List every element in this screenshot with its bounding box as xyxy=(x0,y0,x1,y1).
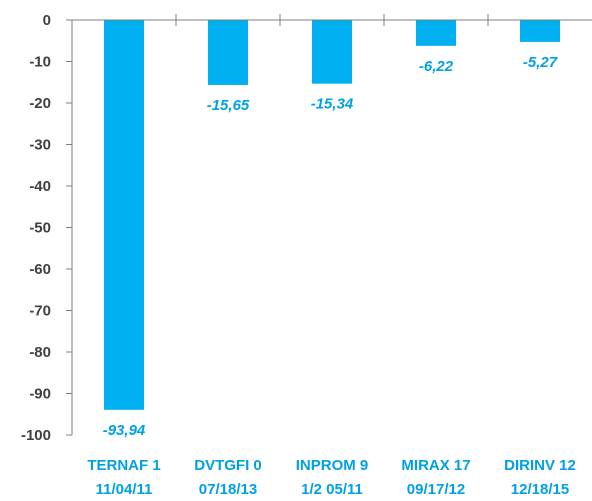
data-label-2: -15,65 xyxy=(207,97,250,114)
x-tick-label-4-line-2: 09/17/12 xyxy=(407,481,465,498)
data-label-3: -15,34 xyxy=(311,96,354,113)
y-tick-label-1: 0 xyxy=(43,12,51,29)
data-label-5: -5,27 xyxy=(523,54,558,71)
bar-2 xyxy=(208,20,248,85)
x-tick-label-1-line-1: TERNAF 1 xyxy=(87,457,160,474)
data-label-4: -6,22 xyxy=(419,58,454,75)
y-tick-label-3: -20 xyxy=(29,95,51,112)
data-label-1: -93,94 xyxy=(103,422,146,439)
bar-3 xyxy=(312,20,352,84)
x-tick-label-5-line-1: DIRINV 12 xyxy=(504,457,576,474)
x-tick-label-4-line-1: MIRAX 17 xyxy=(401,457,470,474)
y-tick-label-7: -60 xyxy=(29,261,51,278)
y-tick-label-11: -100 xyxy=(21,427,51,444)
y-tick-label-10: -90 xyxy=(29,386,51,403)
y-tick-label-6: -50 xyxy=(29,220,51,237)
y-tick-label-5: -40 xyxy=(29,178,51,195)
bar-1 xyxy=(104,20,144,410)
y-tick-label-4: -30 xyxy=(29,137,51,154)
x-tick-label-2-line-1: DVTGFI 0 xyxy=(194,457,262,474)
x-tick-label-3-line-2: 1/2 05/11 xyxy=(301,481,363,498)
bar-4 xyxy=(416,20,456,46)
x-tick-label-2-line-2: 07/18/13 xyxy=(199,481,257,498)
y-tick-label-8: -70 xyxy=(29,303,51,320)
y-tick-label-9: -80 xyxy=(29,344,51,361)
x-tick-label-1-line-2: 11/04/11 xyxy=(96,481,153,498)
x-tick-label-3-line-1: INPROM 9 xyxy=(296,457,369,474)
bar-5 xyxy=(520,20,560,42)
y-tick-label-2: -10 xyxy=(29,54,51,71)
x-tick-label-5-line-2: 12/18/15 xyxy=(511,481,569,498)
